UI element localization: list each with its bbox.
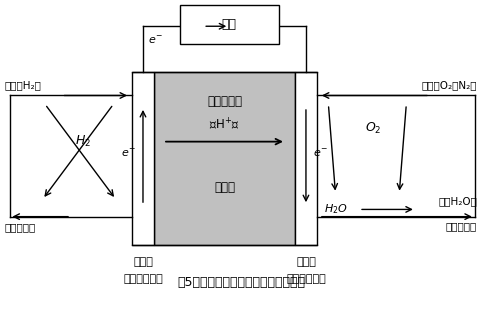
Bar xyxy=(133,72,154,245)
Text: 未反応空気: 未反応空気 xyxy=(446,221,477,231)
Text: $O_2$: $O_2$ xyxy=(365,121,381,136)
Text: 水（H₂O）: 水（H₂O） xyxy=(438,197,477,207)
Text: 未反応水素: 未反応水素 xyxy=(5,223,36,232)
Bar xyxy=(295,72,317,245)
Text: 第5図　リン酸形燃料電池の動作原理: 第5図 リン酸形燃料電池の動作原理 xyxy=(177,276,305,289)
Text: 空気（O₂＋N₂）: 空気（O₂＋N₂） xyxy=(422,80,477,90)
Text: 水素イオン: 水素イオン xyxy=(207,95,242,108)
Text: （カソード）: （カソード） xyxy=(286,274,326,284)
Text: $e^{-}$: $e^{-}$ xyxy=(121,148,136,159)
Text: 負荷: 負荷 xyxy=(222,17,237,30)
Bar xyxy=(154,72,295,245)
Text: 空気極: 空気極 xyxy=(296,257,316,267)
Text: リン酸: リン酸 xyxy=(214,181,235,194)
Text: $H_2O$: $H_2O$ xyxy=(323,202,348,216)
Text: （H$^{+}$）: （H$^{+}$） xyxy=(209,117,240,132)
Bar xyxy=(180,5,279,43)
Text: （アノード）: （アノード） xyxy=(123,274,163,284)
Text: $H_2$: $H_2$ xyxy=(75,134,91,149)
Text: $e^{-}$: $e^{-}$ xyxy=(147,35,162,46)
Text: 燃料極: 燃料極 xyxy=(133,257,153,267)
Text: $e^{-}$: $e^{-}$ xyxy=(313,148,328,159)
Text: 水素（H₂）: 水素（H₂） xyxy=(5,80,42,90)
